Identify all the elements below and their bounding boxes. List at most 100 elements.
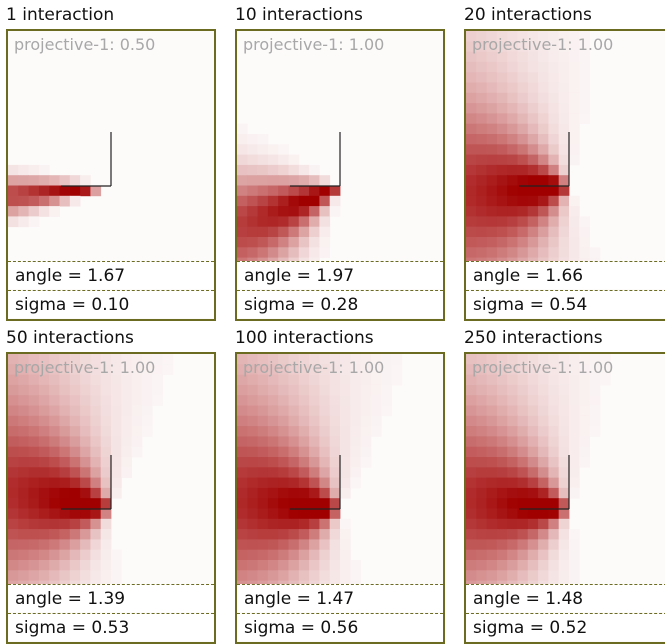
heat-cell	[507, 580, 518, 584]
heat-cell	[496, 580, 508, 584]
heat-cell	[538, 113, 549, 125]
heat-cell	[579, 354, 590, 365]
heat-cell	[517, 580, 529, 584]
heat-cell	[49, 415, 60, 427]
heat-cell	[247, 134, 258, 145]
heat-cell	[558, 51, 570, 63]
heat-cell	[59, 498, 71, 509]
heat-cell	[49, 364, 60, 375]
heat-cell	[589, 415, 601, 427]
heat-cell	[548, 92, 560, 104]
heat-cell	[90, 384, 102, 396]
heat-cell	[579, 61, 590, 73]
heat-cell	[486, 374, 498, 386]
heat-cell	[579, 31, 590, 42]
heat-cell	[486, 384, 498, 396]
heat-cell	[507, 477, 518, 489]
heat-cell	[267, 175, 279, 186]
heat-cell	[496, 51, 508, 63]
heat-cell	[121, 415, 132, 427]
heat-cell	[69, 405, 81, 417]
heat-cell	[90, 529, 102, 540]
heat-cell	[8, 164, 19, 176]
heat-cell	[38, 457, 50, 468]
heat-cell	[257, 446, 269, 458]
heat-cell	[558, 206, 570, 217]
heat-cell	[558, 518, 570, 530]
angle-label: angle	[473, 266, 521, 286]
heat-cell	[80, 384, 91, 396]
heat-cell	[237, 226, 248, 238]
heat-cell	[319, 580, 331, 584]
heat-cell	[267, 216, 279, 228]
heat-cell	[247, 487, 258, 499]
heat-cell	[80, 487, 91, 499]
heat-cell	[496, 257, 508, 261]
sigma-value: 0.56	[320, 618, 359, 638]
heat-cell	[298, 206, 310, 217]
angle-label: angle	[15, 266, 63, 286]
heat-cell	[319, 549, 331, 561]
heat-cell	[28, 560, 40, 571]
heat-cell	[278, 257, 289, 261]
heat-cell	[278, 216, 289, 228]
heat-cell	[538, 123, 549, 135]
heat-cell	[267, 374, 279, 386]
angle-row: angle = 1.67	[8, 261, 214, 289]
heat-cell	[247, 195, 258, 207]
heat-cell	[267, 477, 279, 489]
heat-cell	[80, 539, 91, 551]
heat-cell	[309, 446, 320, 458]
heat-cell	[100, 560, 112, 571]
heat-cell	[267, 354, 279, 365]
heat-cell	[237, 498, 248, 509]
heat-cell	[309, 384, 320, 396]
heat-cell	[298, 395, 310, 406]
heat-cell	[288, 508, 300, 520]
heat-cell	[538, 580, 549, 584]
heat-cell	[267, 436, 279, 448]
heat-cell	[558, 216, 570, 228]
heat-cell	[298, 195, 310, 207]
heat-cell	[548, 113, 560, 125]
heat-cell	[38, 374, 50, 386]
heat-cell	[527, 446, 539, 458]
heat-cell	[141, 405, 153, 417]
heat-cell	[38, 436, 50, 448]
heat-cell	[8, 529, 19, 540]
heat-cell	[162, 354, 174, 365]
heat-cell	[340, 374, 351, 386]
heat-cell	[507, 426, 518, 437]
heat-cell	[517, 467, 529, 478]
heat-cell	[558, 426, 570, 437]
heat-cell	[309, 560, 320, 571]
heat-cell	[121, 426, 132, 437]
heat-cell	[38, 354, 50, 365]
heat-cell	[476, 154, 487, 166]
heat-cell	[340, 415, 351, 427]
heat-cell	[247, 498, 258, 509]
heat-cell	[538, 216, 549, 228]
heat-cell	[496, 436, 508, 448]
heat-cell	[69, 467, 81, 478]
heat-cell	[298, 216, 310, 228]
angle-value: 1.48	[545, 589, 584, 609]
heat-cell	[80, 446, 91, 458]
heat-cell	[59, 477, 71, 489]
heat-cell	[59, 539, 71, 551]
heat-cell	[329, 570, 341, 581]
heat-cell	[527, 467, 539, 478]
heat-cell	[309, 539, 320, 551]
heat-cell	[288, 457, 300, 468]
heat-cell	[517, 364, 529, 375]
heat-cell	[579, 395, 590, 406]
heat-cell	[49, 477, 60, 489]
heat-cell	[370, 405, 382, 417]
heat-cell	[38, 487, 50, 499]
heat-cell	[548, 237, 560, 248]
heat-cell	[496, 457, 508, 468]
heat-cell	[309, 487, 320, 499]
heat-cell	[569, 41, 580, 52]
heat-cell	[309, 436, 320, 448]
heat-cell	[558, 354, 570, 365]
